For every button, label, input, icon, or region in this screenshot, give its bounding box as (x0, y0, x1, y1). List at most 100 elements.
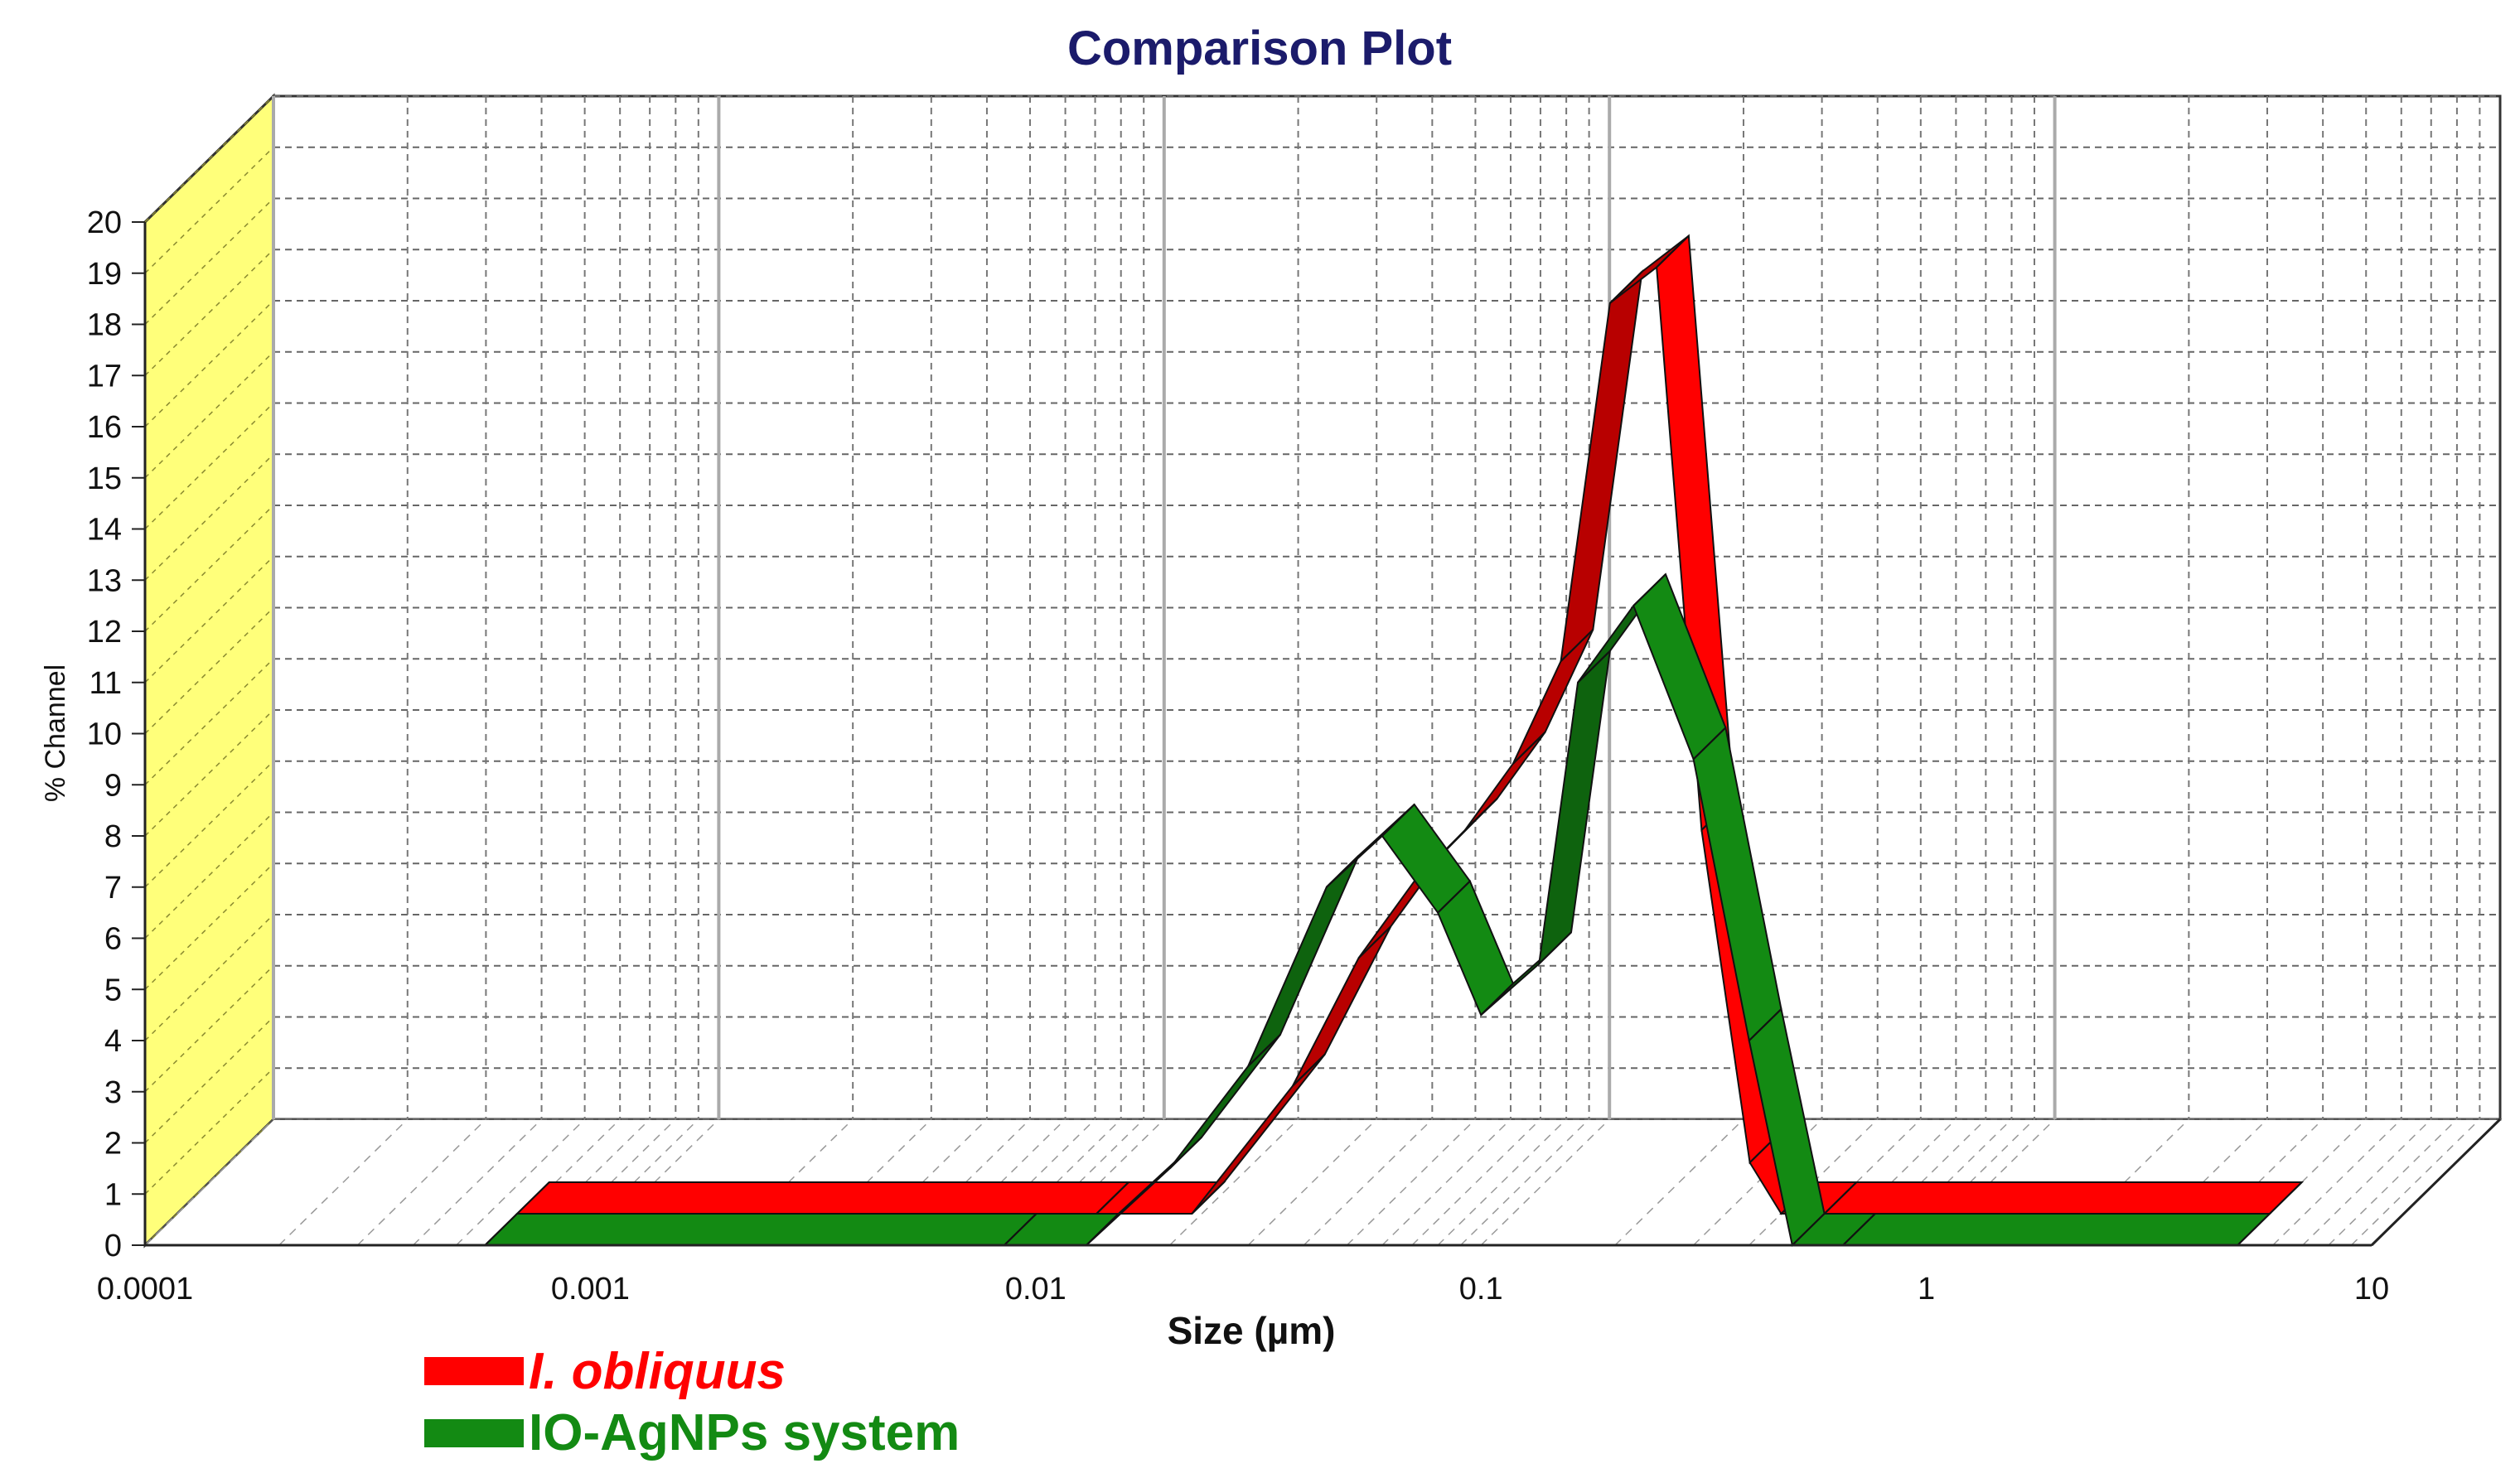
series-segment (482, 1213, 1039, 1246)
series-point (1792, 1213, 1826, 1246)
grid-line-floor (2328, 1118, 2458, 1246)
series-point (1692, 727, 1727, 761)
grid-line-floor (1346, 1118, 1476, 1246)
y-tick-label: 0 (104, 1229, 122, 1263)
grid-line-floor (144, 1118, 274, 1246)
grid-line-floor (1169, 1118, 1299, 1246)
y-tick-label: 20 (87, 205, 122, 240)
series-point (1086, 1213, 1120, 1246)
y-tick-label: 10 (87, 717, 122, 752)
grid-line-floor (1614, 1118, 1744, 1246)
y-tick-label: 14 (87, 513, 122, 548)
y-tick-label: 12 (87, 615, 122, 650)
series-io-agnps (482, 572, 2272, 1247)
series-point (484, 1213, 518, 1246)
y-tick-label: 11 (89, 666, 122, 701)
y-tick-label: 13 (87, 563, 122, 598)
grid-line-wall (144, 965, 274, 1093)
grid-line-floor (1480, 1118, 1610, 1246)
grid-line-floor (413, 1118, 543, 1246)
series-point (1632, 573, 1666, 606)
y-tick-label: 7 (104, 871, 122, 906)
grid-line-floor (2350, 1118, 2480, 1246)
grid-line-wall (144, 606, 274, 735)
y-tick-label: 3 (104, 1075, 122, 1110)
series-point (1191, 1181, 1225, 1215)
grid-line-wall (144, 862, 274, 990)
x-tick-labels: 0.0001 0.001 0.01 0.1 1 10 (97, 1272, 2389, 1307)
x-tick-label: 0.001 (551, 1272, 630, 1307)
grid-line-floor (1303, 1118, 1433, 1246)
series-point (2269, 1181, 2303, 1215)
grid-line-wall (144, 1067, 274, 1195)
grid-line-floor (1460, 1118, 1590, 1246)
grid-line-wall (144, 300, 274, 427)
grid-line-floor (1381, 1118, 1512, 1246)
grid-line-wall (144, 197, 274, 326)
y-tick-label: 15 (87, 461, 122, 496)
grid-line-wall (144, 351, 274, 479)
y-tick-label: 8 (104, 819, 122, 854)
legend-swatch-io-agnps (424, 1419, 524, 1447)
series-point (1823, 1181, 1858, 1215)
x-tick-label: 10 (2354, 1272, 2389, 1307)
back-wall (272, 94, 2502, 1121)
y-tick-label: 2 (104, 1127, 122, 1162)
legend-label-i-obliquus: I. obliquus (529, 1343, 786, 1400)
series-point (1609, 271, 1643, 304)
y-tick-label: 9 (104, 768, 122, 803)
series-point (1247, 1034, 1281, 1067)
series-point (516, 1181, 550, 1215)
legend-swatch-i-obliquus (424, 1357, 524, 1385)
series-point (1480, 983, 1514, 1016)
chart-grid (144, 95, 2500, 1246)
series-point (1842, 1213, 1876, 1246)
y-tick-label: 4 (104, 1024, 122, 1059)
grid-line-wall (144, 147, 274, 274)
series-point (1512, 731, 1546, 765)
grid-line-floor (1411, 1118, 1541, 1246)
grid-line-wall (144, 249, 274, 376)
x-axis-label: Size (µm) (1168, 1309, 1336, 1352)
y-axis-label: % Channel (40, 664, 71, 802)
series-point (1096, 1181, 1129, 1215)
series-point (1004, 1213, 1038, 1246)
grid-line-wall (144, 709, 274, 837)
grid-line-wall (144, 761, 274, 888)
grid-line-floor (278, 1118, 409, 1246)
series-point (1538, 931, 1572, 965)
series-point (1577, 650, 1611, 683)
floor-edge (2370, 1118, 2502, 1247)
grid-line-wall (144, 1016, 274, 1144)
grid-line-wall (144, 453, 274, 581)
chart-walls (143, 93, 2503, 1249)
series-point (1381, 804, 1415, 837)
grid-line-wall (144, 914, 274, 1041)
x-tick-label: 0.0001 (97, 1272, 193, 1307)
grid-line-wall (144, 402, 274, 530)
y-tick-label: 1 (104, 1177, 122, 1212)
series-layer (482, 234, 2305, 1247)
x-tick-label: 0.1 (1459, 1272, 1503, 1307)
y-tick-label: 18 (87, 308, 122, 343)
grid-line-wall (144, 556, 274, 683)
series-point (1437, 880, 1471, 914)
series-point (1326, 855, 1360, 888)
grid-line-floor (2272, 1118, 2402, 1246)
grid-line-wall (144, 658, 274, 785)
y-tick-label: 5 (104, 973, 122, 1007)
grid-line-floor (1437, 1118, 1567, 1246)
series-point (1357, 925, 1392, 959)
series-point (1464, 798, 1498, 831)
grid-line-wall (144, 811, 274, 939)
x-tick-label: 0.01 (1005, 1272, 1067, 1307)
series-point (2237, 1213, 2271, 1246)
grid-line-floor (456, 1118, 586, 1246)
y-tick-label: 6 (104, 922, 122, 957)
y-tick-label: 17 (87, 359, 122, 394)
grid-line-floor (356, 1118, 486, 1246)
series-point (1292, 1053, 1326, 1087)
grid-line-floor (1247, 1118, 1377, 1246)
y-tick-label: 16 (87, 410, 122, 445)
